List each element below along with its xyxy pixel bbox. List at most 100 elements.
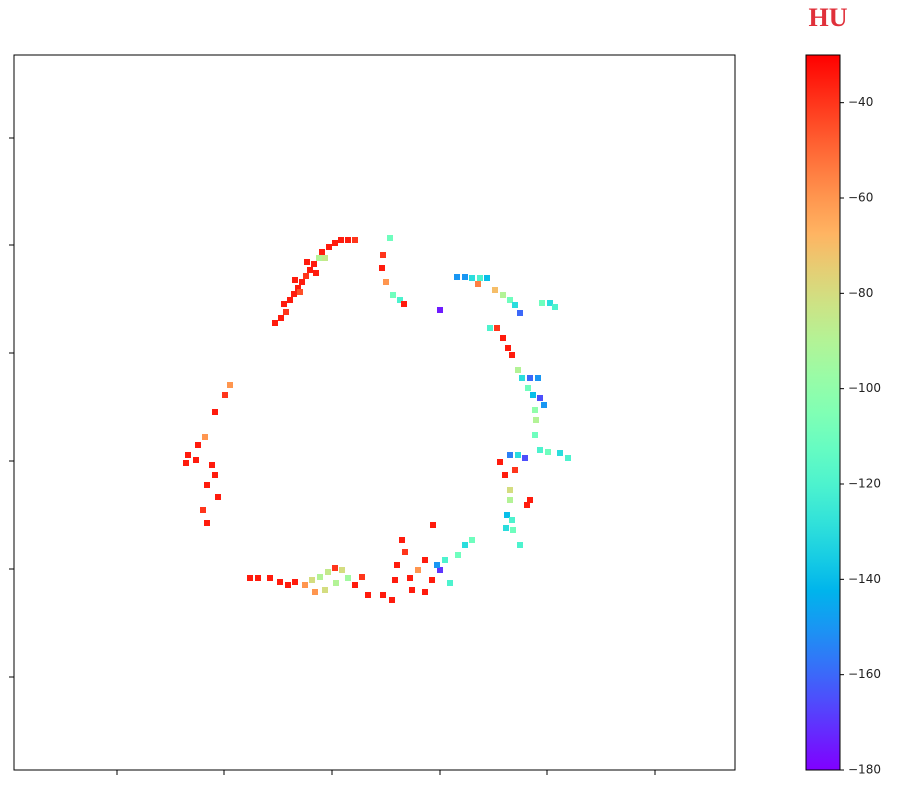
pixel-point	[505, 345, 511, 351]
pixel-point	[455, 552, 461, 558]
pixel-point	[500, 292, 506, 298]
pixel-point	[383, 279, 389, 285]
pixel-point	[515, 452, 521, 458]
colorbar-tick-label: −180	[848, 763, 881, 777]
pixel-point	[515, 367, 521, 373]
pixel-point	[512, 302, 518, 308]
pixel-point	[389, 597, 395, 603]
pixel-point	[454, 274, 460, 280]
pixel-point	[409, 587, 415, 593]
pixel-point	[319, 249, 325, 255]
pixel-point	[533, 417, 539, 423]
pixel-point	[535, 375, 541, 381]
pixel-point	[537, 395, 543, 401]
colorbar-title: HU	[809, 3, 848, 32]
pixel-point	[307, 267, 313, 273]
pixel-point	[397, 297, 403, 303]
pixel-point	[352, 237, 358, 243]
pixel-point	[469, 537, 475, 543]
pixel-point	[512, 467, 518, 473]
pixel-point	[502, 472, 508, 478]
pixel-point	[507, 497, 513, 503]
pixel-point	[352, 582, 358, 588]
pixel-point	[434, 562, 440, 568]
pixel-point	[359, 574, 365, 580]
pixel-point	[212, 409, 218, 415]
pixel-point	[477, 275, 483, 281]
pixel-point	[380, 592, 386, 598]
pixel-point	[272, 320, 278, 326]
pixel-point	[212, 472, 218, 478]
pixel-point	[247, 575, 253, 581]
pixel-point	[497, 459, 503, 465]
pixel-point	[255, 575, 261, 581]
pixel-point	[462, 274, 468, 280]
pixel-point	[380, 252, 386, 258]
pixel-point	[422, 589, 428, 595]
pixel-point	[287, 297, 293, 303]
pixel-point	[552, 304, 558, 310]
pixel-point	[539, 300, 545, 306]
pixel-point	[487, 325, 493, 331]
colorbar-tick-label: −60	[848, 191, 873, 205]
pixel-point	[401, 301, 407, 307]
pixel-point	[504, 512, 510, 518]
pixel-point	[285, 582, 291, 588]
pixel-point	[267, 575, 273, 581]
pixel-point	[557, 450, 563, 456]
pixel-point	[332, 565, 338, 571]
pixel-point	[532, 432, 538, 438]
pixel-point	[407, 575, 413, 581]
pixel-point	[227, 382, 233, 388]
pixel-point	[522, 455, 528, 461]
pixel-point	[541, 402, 547, 408]
pixel-point	[316, 255, 322, 261]
pixel-point	[304, 259, 310, 265]
pixel-point	[517, 542, 523, 548]
pixel-point	[462, 542, 468, 548]
pixel-point	[302, 582, 308, 588]
pixel-point	[365, 592, 371, 598]
colorbar-tick-label: −140	[848, 572, 881, 586]
pixel-point	[500, 335, 506, 341]
colorbar-tick-label: −160	[848, 667, 881, 681]
colorbar-tick-label: −40	[848, 95, 873, 109]
pixel-point	[299, 279, 305, 285]
pixel-point	[437, 567, 443, 573]
pixel-point	[437, 307, 443, 313]
pixel-point	[322, 587, 328, 593]
pixel-point	[332, 240, 338, 246]
plot-area	[13, 54, 736, 771]
pixel-point	[415, 567, 421, 573]
pixel-point	[338, 237, 344, 243]
pixel-point	[507, 452, 513, 458]
pixel-point	[185, 452, 191, 458]
pixel-point	[525, 385, 531, 391]
pixel-point	[204, 520, 210, 526]
pixel-point	[547, 300, 553, 306]
pixel-point	[519, 375, 525, 381]
pixel-point	[475, 281, 481, 287]
pixel-point	[509, 517, 515, 523]
colorbar-tick-label: −80	[848, 286, 873, 300]
pixel-point	[507, 297, 513, 303]
pixel-point	[209, 462, 215, 468]
pixel-point	[402, 549, 408, 555]
pixel-point	[527, 497, 533, 503]
pixel-point	[484, 275, 490, 281]
pixel-point	[303, 273, 309, 279]
pixel-point	[565, 455, 571, 461]
pixel-point	[442, 557, 448, 563]
pixel-point	[532, 407, 538, 413]
pixel-point	[530, 392, 536, 398]
pixel-point	[183, 460, 189, 466]
pixel-point	[204, 482, 210, 488]
pixel-point	[312, 589, 318, 595]
pixel-point	[325, 569, 331, 575]
pixel-point	[509, 352, 515, 358]
pixel-point	[524, 502, 530, 508]
pixel-point	[379, 265, 385, 271]
colorbar-tick-label: −100	[848, 381, 881, 395]
pixel-point	[317, 574, 323, 580]
